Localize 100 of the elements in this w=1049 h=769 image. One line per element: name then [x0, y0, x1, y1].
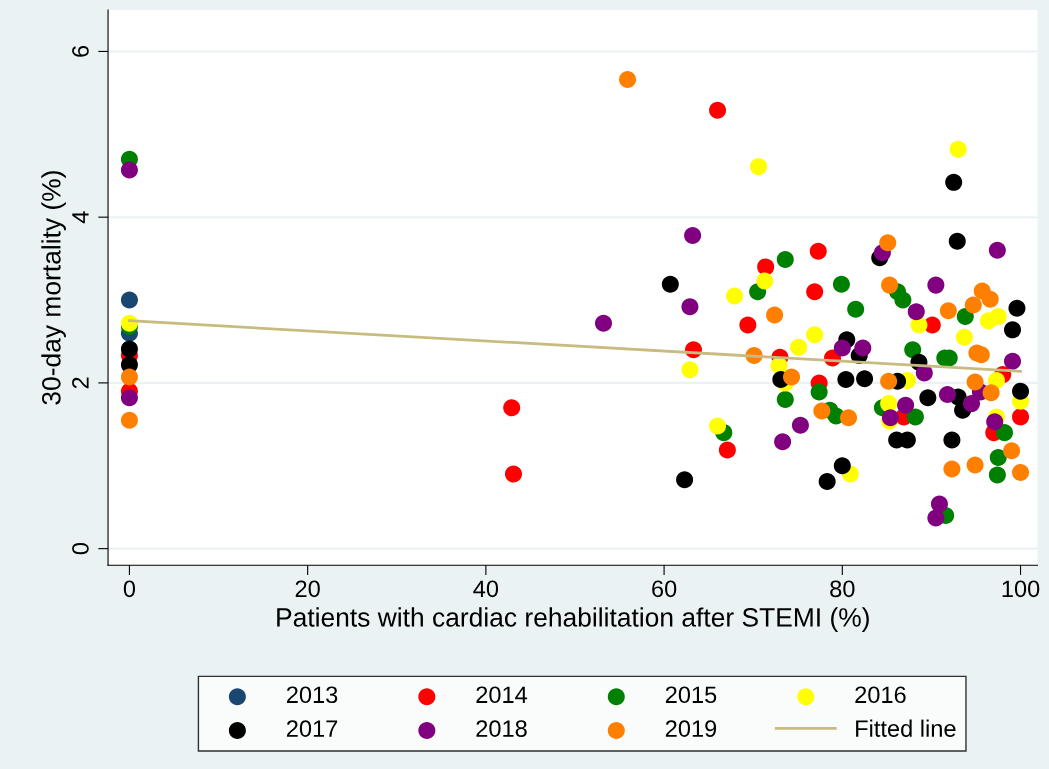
point [739, 316, 757, 334]
x-tick-label: 80 [830, 580, 855, 598]
point [790, 338, 808, 356]
point [725, 287, 743, 305]
point [776, 250, 794, 268]
point [806, 283, 824, 301]
point [963, 395, 981, 413]
point [939, 302, 957, 320]
point [619, 71, 637, 89]
point [813, 402, 831, 420]
y-tick-label: 0 [72, 543, 89, 555]
point [989, 308, 1007, 326]
point [945, 173, 963, 191]
point [120, 368, 138, 386]
legend-label: 2017 [286, 720, 338, 737]
point [503, 399, 521, 417]
point [856, 370, 874, 388]
point [840, 409, 858, 427]
point [750, 158, 768, 176]
point [982, 384, 1000, 402]
point [766, 306, 784, 324]
point [661, 275, 679, 293]
point [988, 466, 1006, 484]
point [120, 411, 138, 429]
legend-label: 2019 [665, 720, 717, 737]
point [833, 457, 851, 475]
y-axis-title: 30-day mortality (%) [41, 171, 66, 405]
point [120, 161, 138, 179]
point [919, 389, 937, 407]
point [757, 258, 775, 276]
point [776, 390, 794, 408]
point [880, 372, 898, 390]
point [943, 460, 961, 478]
point [756, 272, 774, 290]
point [832, 275, 850, 293]
point [897, 396, 915, 414]
point [948, 232, 966, 250]
y-tick-label: 4 [72, 211, 89, 224]
point [1012, 463, 1030, 481]
point [930, 495, 948, 513]
point [681, 361, 699, 379]
point [881, 276, 899, 294]
point [833, 339, 851, 357]
point [1004, 352, 1022, 370]
point [847, 300, 865, 318]
point [955, 328, 973, 346]
point [120, 340, 138, 358]
x-tick-label: 40 [473, 580, 499, 598]
point [681, 298, 699, 316]
point [684, 226, 702, 244]
point [966, 456, 984, 474]
point [774, 433, 792, 451]
x-tick-label: 60 [652, 580, 677, 598]
point [943, 431, 961, 449]
point [709, 101, 727, 119]
point [989, 448, 1007, 466]
legend-label: Fitted line [856, 719, 956, 737]
legend-label: 2018 [476, 720, 527, 737]
point [837, 371, 855, 389]
point [894, 291, 912, 309]
point [949, 140, 967, 158]
x-tick-label: 0 [123, 580, 136, 598]
point [956, 308, 974, 326]
y-tick-label: 2 [72, 377, 89, 389]
point [927, 276, 945, 294]
point [1004, 321, 1022, 339]
point [981, 290, 999, 308]
point [907, 303, 925, 321]
legend-label: 2013 [286, 686, 338, 704]
point [880, 395, 898, 413]
point [594, 314, 612, 332]
point [964, 296, 982, 314]
point [783, 368, 801, 386]
point [927, 509, 945, 527]
x-tick-label: 100 [1002, 580, 1040, 598]
x-tick-label: 20 [295, 580, 320, 598]
point [906, 408, 924, 426]
point [809, 242, 827, 260]
point [120, 389, 138, 407]
point [1012, 382, 1030, 400]
point [938, 386, 956, 404]
legend-label: 2015 [665, 686, 717, 704]
point [1012, 408, 1030, 426]
point [904, 341, 922, 359]
point [995, 424, 1013, 442]
point [1003, 442, 1021, 460]
point [986, 413, 1004, 431]
point [966, 373, 984, 391]
point [120, 291, 138, 309]
point [718, 441, 736, 459]
point [504, 465, 522, 483]
point [709, 417, 727, 435]
legend-label: 2014 [476, 686, 528, 704]
point [676, 471, 694, 489]
point [988, 241, 1006, 259]
point [879, 234, 897, 252]
point [810, 383, 828, 401]
y-tick-label: 6 [72, 45, 89, 57]
point [854, 339, 872, 357]
point [1008, 299, 1026, 317]
